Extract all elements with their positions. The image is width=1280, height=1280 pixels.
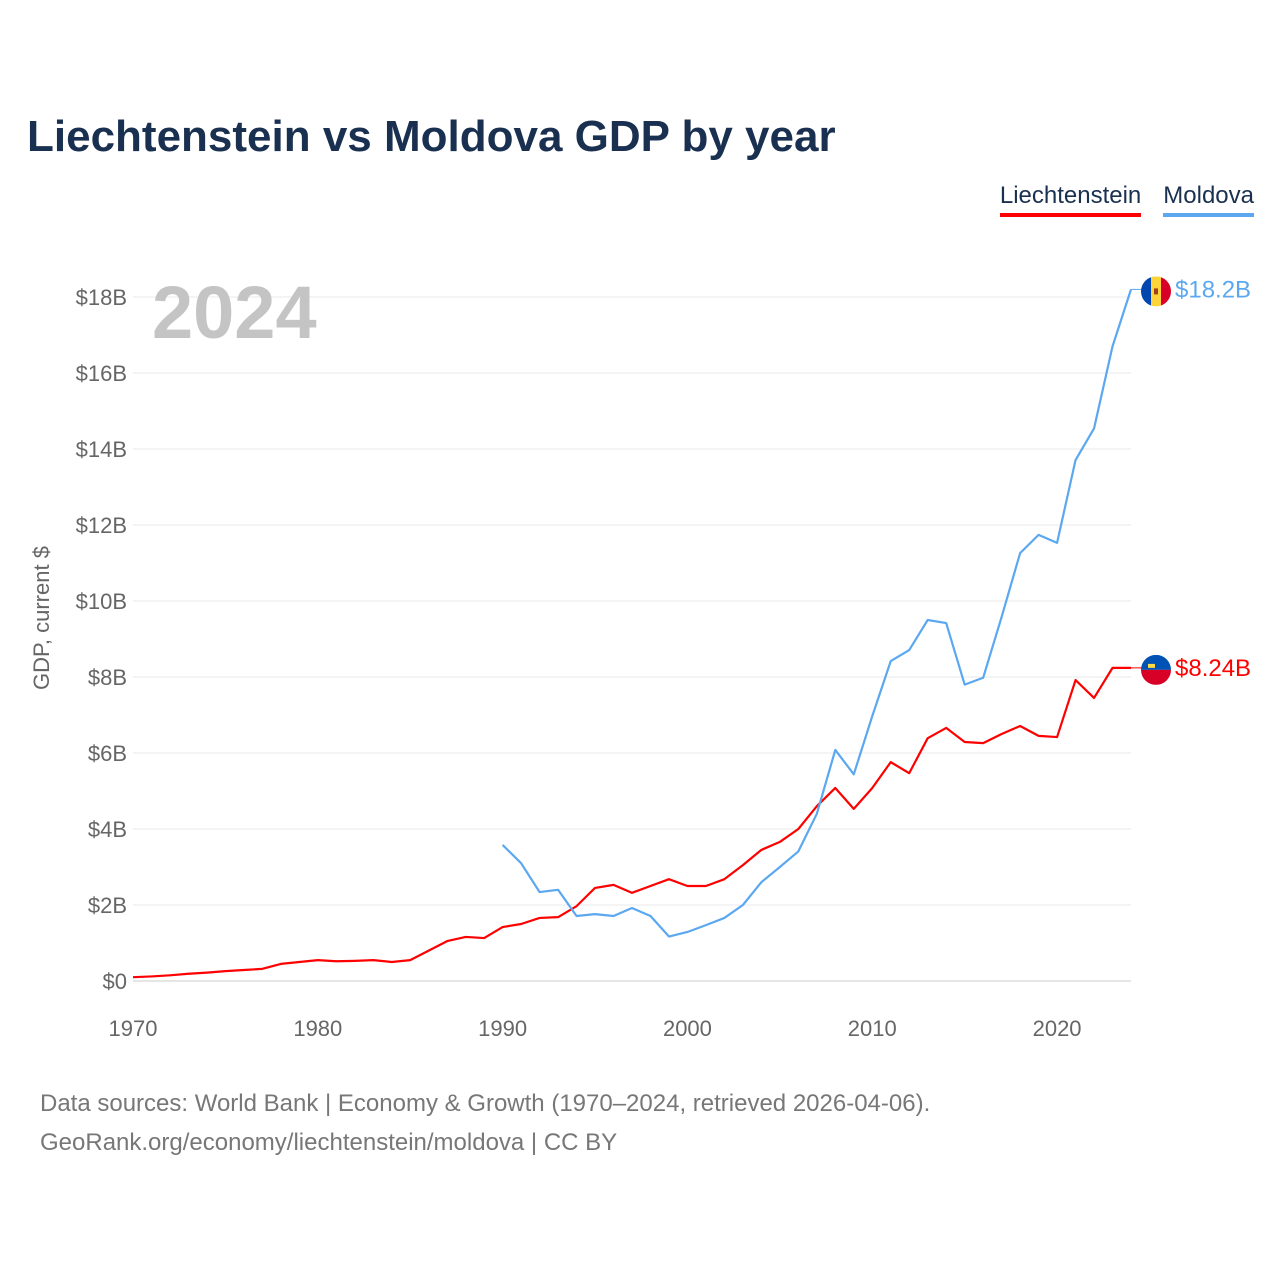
x-tick-label: 1990 bbox=[478, 1016, 527, 1041]
series-line-moldova bbox=[501, 289, 1133, 938]
y-tick-label: $2B bbox=[88, 893, 127, 918]
end-value-label-moldova: $18.2B bbox=[1175, 276, 1251, 303]
x-tick-label: 2010 bbox=[848, 1016, 897, 1041]
x-tick-label: 2000 bbox=[663, 1016, 712, 1041]
y-tick-label: $16B bbox=[76, 361, 127, 386]
legend-item-moldova[interactable]: Moldova bbox=[1163, 182, 1254, 217]
y-tick-label: $8B bbox=[88, 665, 127, 690]
y-tick-label: $10B bbox=[76, 589, 127, 614]
source-note: Data sources: World Bank | Economy & Gro… bbox=[40, 1084, 930, 1162]
x-tick-label: 1980 bbox=[293, 1016, 342, 1041]
y-tick-label: $14B bbox=[76, 437, 127, 462]
x-tick-label: 1970 bbox=[109, 1016, 158, 1041]
y-tick-label: $18B bbox=[76, 285, 127, 310]
y-tick-label: $4B bbox=[88, 817, 127, 842]
flag-icon-liechtenstein bbox=[1141, 654, 1171, 685]
series-line-liechtenstein bbox=[132, 666, 1131, 979]
source-line-2[interactable]: GeoRank.org/economy/liechtenstein/moldov… bbox=[40, 1129, 618, 1156]
y-tick-label: $6B bbox=[88, 741, 127, 766]
legend-item-liechtenstein[interactable]: Liechtenstein bbox=[999, 182, 1142, 217]
year-watermark: 2024 bbox=[152, 271, 317, 354]
legend: Liechtenstein Moldova bbox=[999, 182, 1254, 217]
end-value-label-liechtenstein: $8.24B bbox=[1175, 655, 1251, 682]
y-tick-label: $12B bbox=[76, 513, 127, 538]
source-line-1: Data sources: World Bank | Economy & Gro… bbox=[40, 1090, 931, 1117]
x-tick-label: 2020 bbox=[1033, 1016, 1082, 1041]
y-tick-label: $0 bbox=[103, 969, 127, 994]
flag-icon-moldova bbox=[1141, 276, 1171, 307]
chart-title: Liechtenstein vs Moldova GDP by year bbox=[27, 112, 836, 161]
